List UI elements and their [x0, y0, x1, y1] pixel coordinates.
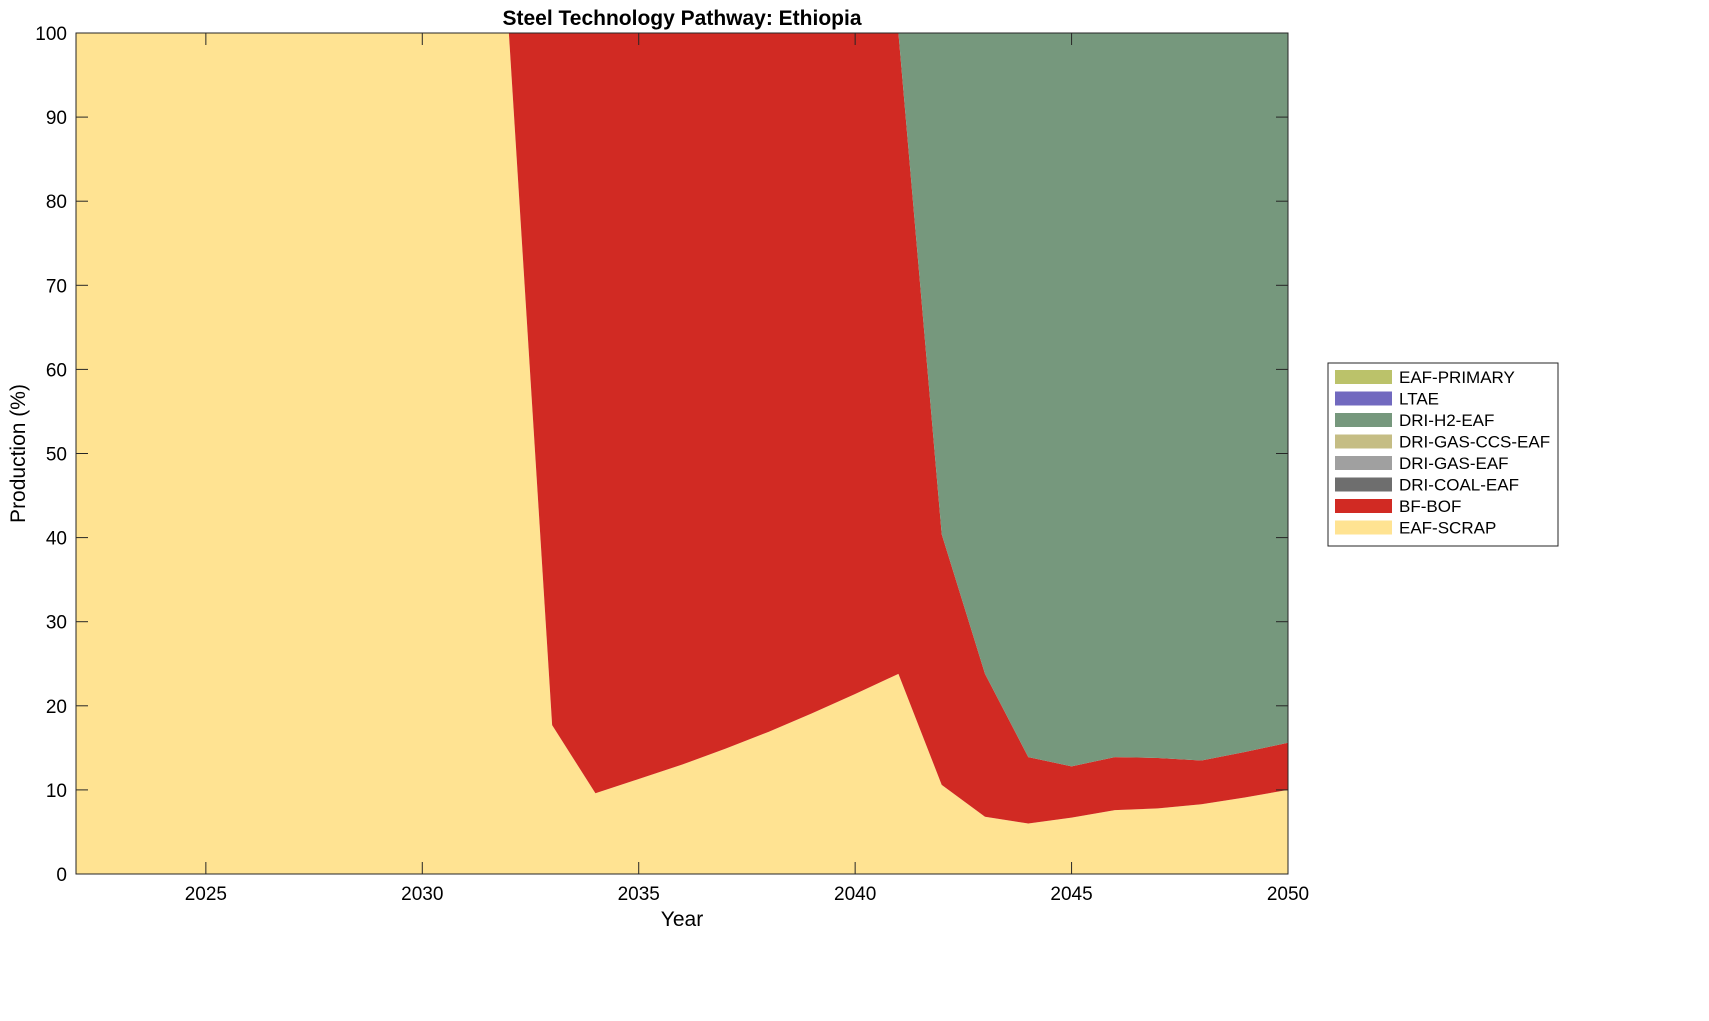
legend-swatch-bf-bof	[1335, 499, 1392, 513]
chart-title: Steel Technology Pathway: Ethiopia	[503, 7, 862, 30]
y-tick-label: 0	[56, 865, 67, 886]
x-tick-label: 2050	[1267, 884, 1309, 905]
y-axis: 0 10 20 30 40 50 60 70 80 90 100	[35, 24, 1288, 886]
legend-swatch-dri-gas-eaf	[1335, 456, 1392, 470]
y-tick-label: 100	[35, 24, 67, 45]
area-bf-bof	[76, 33, 1288, 824]
y-tick-label: 40	[46, 529, 67, 550]
legend-swatch-eaf-scrap	[1335, 520, 1392, 535]
x-axis-label: Year	[661, 908, 703, 931]
legend-swatch-dri-gas-ccs-eaf	[1335, 434, 1392, 449]
legend-label-eaf-scrap: EAF-SCRAP	[1399, 519, 1496, 538]
legend-swatch-ltae	[1335, 391, 1392, 406]
x-tick-label: 2030	[401, 884, 443, 905]
y-tick-label: 10	[46, 781, 67, 802]
x-tick-label: 2025	[185, 884, 227, 905]
x-tick-label: 2040	[834, 884, 876, 905]
y-tick-label: 30	[46, 613, 67, 634]
legend-label-eaf-primary: EAF-PRIMARY	[1399, 368, 1515, 387]
y-tick-label: 60	[46, 360, 67, 381]
y-tick-label: 80	[46, 192, 67, 213]
y-tick-label: 50	[46, 445, 67, 466]
legend-label-dri-coal-eaf: DRI-COAL-EAF	[1399, 476, 1519, 495]
area-eaf-scrap	[76, 33, 1288, 874]
area-dri-h2-eaf	[76, 33, 1288, 767]
legend-label-ltae: LTAE	[1399, 390, 1439, 409]
legend-label-dri-gas-ccs-eaf: DRI-GAS-CCS-EAF	[1399, 433, 1550, 452]
y-tick-label: 20	[46, 697, 67, 718]
y-axis-label: Production (%)	[7, 384, 30, 523]
x-tick-label: 2035	[618, 884, 660, 905]
legend-label-dri-h2-eaf: DRI-H2-EAF	[1399, 411, 1494, 430]
y-tick-label: 70	[46, 276, 67, 297]
legend-swatch-dri-coal-eaf	[1335, 477, 1392, 492]
legend: EAF-PRIMARY LTAE DRI-H2-EAF DRI-GAS-CCS-EAF…	[1327, 362, 1559, 547]
legend-label-dri-gas-eaf: DRI-GAS-EAF	[1399, 454, 1509, 473]
legend-swatch-eaf-primary	[1335, 370, 1392, 384]
x-axis: 2025 2030 2035 2040 2045 2050	[185, 33, 1309, 905]
x-tick-label: 2045	[1050, 884, 1092, 905]
legend-swatch-dri-h2-eaf	[1335, 413, 1392, 427]
legend-label-bf-bof: BF-BOF	[1399, 497, 1461, 516]
y-tick-label: 90	[46, 108, 67, 129]
area-series-group	[76, 33, 1288, 874]
